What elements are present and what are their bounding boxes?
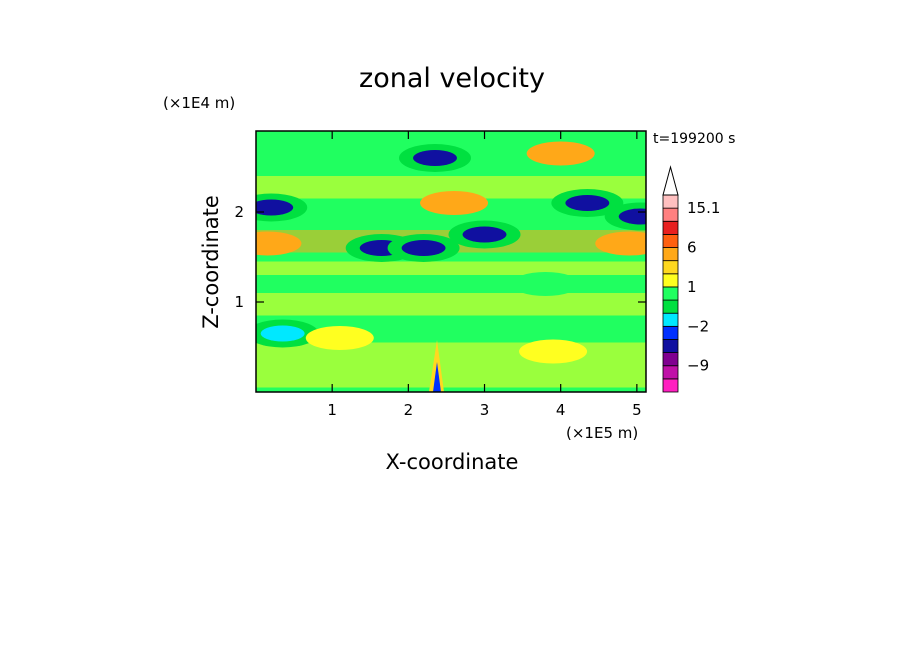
x-tick-label: 4 xyxy=(556,401,566,419)
colorbar-tick-label: 15.1 xyxy=(687,199,720,217)
x-tick-label: 1 xyxy=(327,401,337,419)
chart-title: zonal velocity xyxy=(359,63,545,94)
colorbar-extend-arrow xyxy=(662,165,679,196)
x-unit-label: (×1E5 m) xyxy=(566,424,638,442)
contour-field xyxy=(256,141,646,388)
colorbar-segment xyxy=(662,312,679,327)
colorbar-tick-label: 6 xyxy=(687,239,697,257)
contour-blob xyxy=(595,231,646,256)
mountain-feature-core xyxy=(433,362,441,392)
plot-frame xyxy=(255,130,647,393)
y-unit-label: (×1E4 m) xyxy=(163,94,235,112)
y-axis-label: Z-coordinate xyxy=(199,195,223,329)
contour-band xyxy=(256,176,646,199)
contour-blob xyxy=(462,226,507,243)
contour-band xyxy=(256,342,646,388)
colorbar-segment xyxy=(662,339,679,354)
colorbar: 15.1 6 1 −2 −9 xyxy=(662,165,720,393)
colorbar-tick-label: 1 xyxy=(687,278,697,296)
colorbar-segment xyxy=(662,325,679,340)
contour-blob xyxy=(260,325,305,342)
x-axis: 1 2 3 4 5 xyxy=(327,131,642,419)
contour-band xyxy=(256,261,646,275)
colorbar-segment xyxy=(662,378,679,393)
contour-blob xyxy=(526,141,595,166)
x-axis-label: X-coordinate xyxy=(386,450,519,474)
contour-blob xyxy=(413,150,458,166)
colorbar-segment xyxy=(662,194,679,209)
time-label: t=199200 s xyxy=(653,131,735,147)
colorbar-segment xyxy=(662,365,679,380)
contour-blob xyxy=(401,240,446,256)
colorbar-segment xyxy=(662,299,679,314)
y-axis: 12 xyxy=(234,203,646,311)
contour-blob xyxy=(511,272,580,296)
x-tick-label: 3 xyxy=(480,401,490,419)
colorbar-segment xyxy=(662,273,679,288)
colorbar-segment xyxy=(662,352,679,367)
x-tick-label: 5 xyxy=(632,401,642,419)
contour-blob xyxy=(565,195,610,211)
x-tick-label: 2 xyxy=(404,401,414,419)
contour-blob xyxy=(420,191,489,215)
colorbar-segment xyxy=(662,286,679,301)
colorbar-tick-label: −2 xyxy=(687,317,709,335)
contour-band xyxy=(256,293,646,316)
colorbar-segment xyxy=(662,220,679,235)
contour-blob xyxy=(305,326,374,350)
contour-blob xyxy=(519,339,588,364)
colorbar-segment xyxy=(662,207,679,222)
colorbar-tick-label: −9 xyxy=(687,357,709,375)
colorbar-segment xyxy=(662,233,679,248)
colorbar-segment xyxy=(662,247,679,262)
y-tick-label: 2 xyxy=(234,203,244,221)
colorbar-segment xyxy=(662,260,679,275)
contour-blob xyxy=(256,231,302,256)
y-tick-label: 1 xyxy=(234,293,244,311)
contour-blob xyxy=(618,208,646,225)
contour-blob xyxy=(256,199,294,216)
plot-area xyxy=(256,131,646,392)
